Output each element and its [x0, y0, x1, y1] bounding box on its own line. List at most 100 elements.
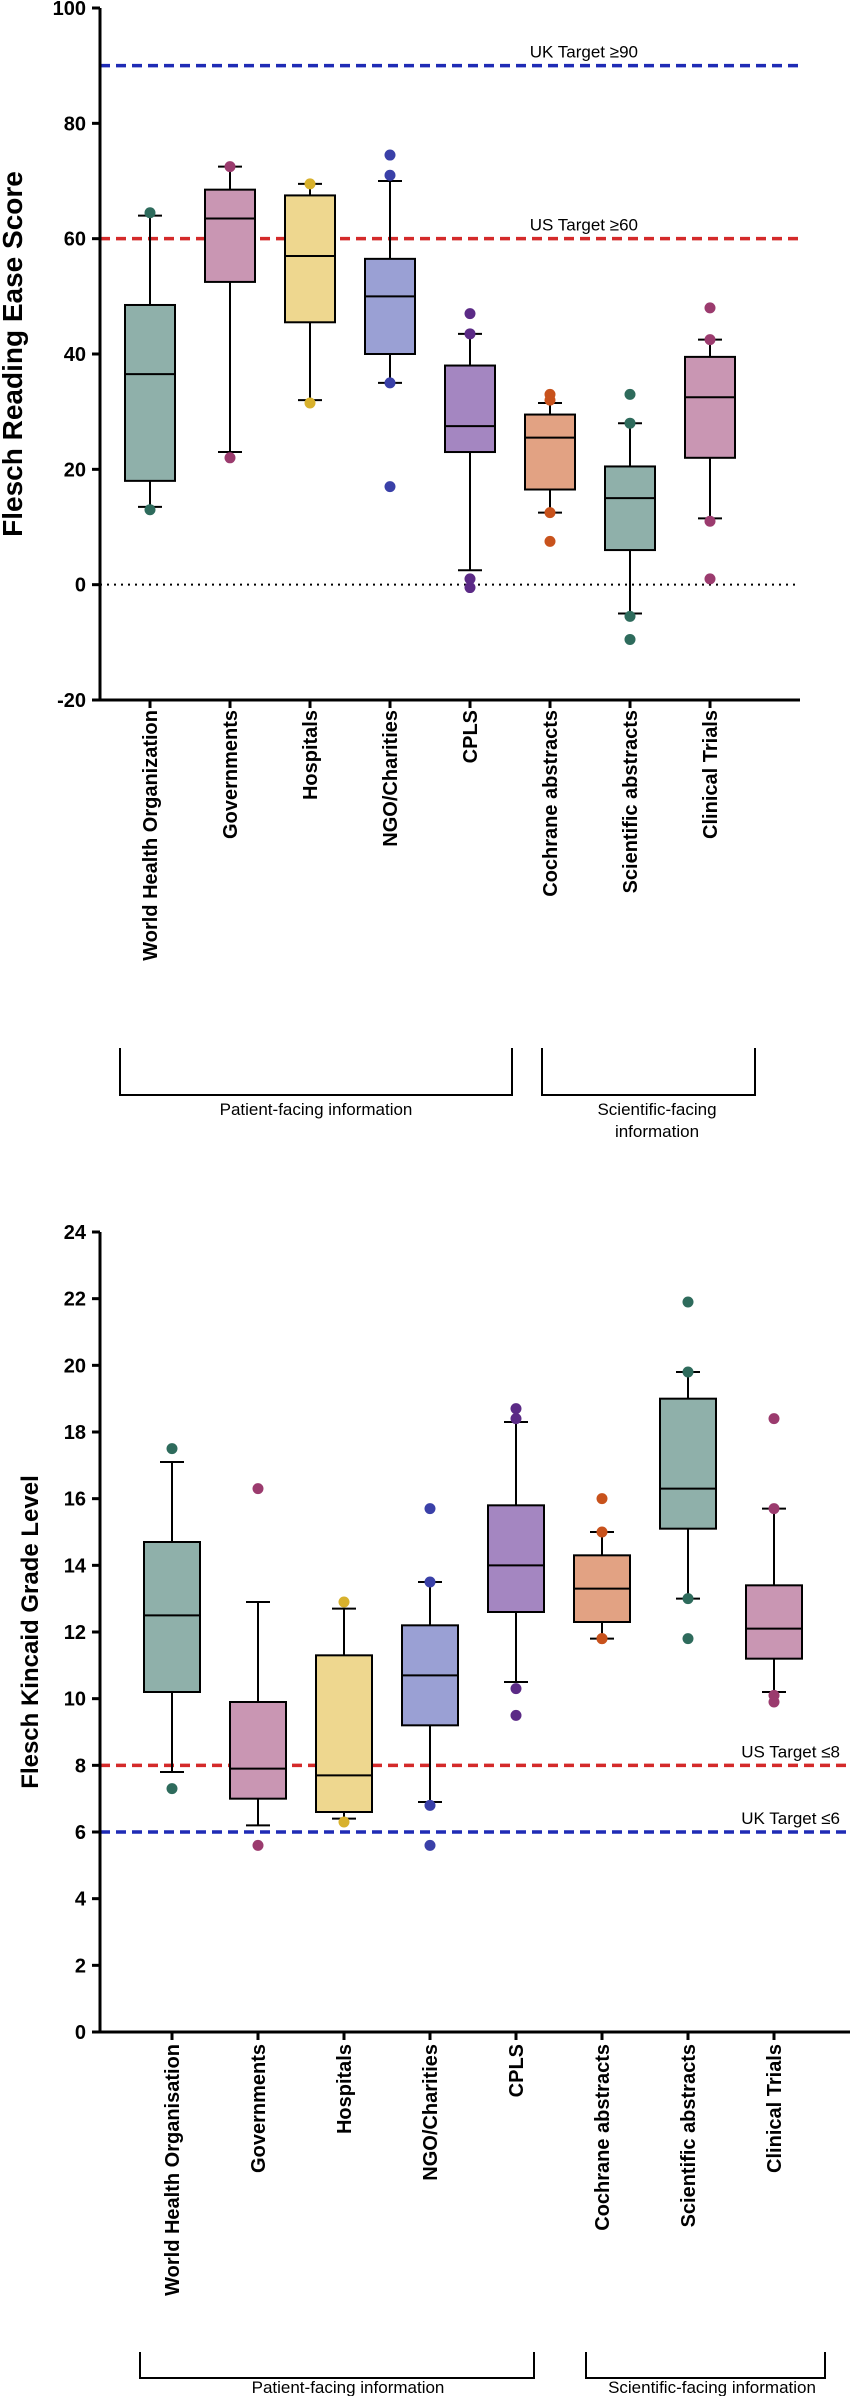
category-label: Clinical Trials: [764, 2044, 786, 2173]
category-label: Governments: [248, 2044, 270, 2173]
outlier-point: [304, 178, 316, 190]
y-tick-label: 22: [64, 1289, 86, 1311]
box-2: [229, 1483, 287, 1851]
group-label: Patient-facing information: [220, 1100, 413, 1119]
box-6: [524, 388, 576, 547]
box-1: [143, 1443, 201, 1795]
outlier-point: [544, 388, 556, 400]
box-body: [659, 1397, 717, 1530]
target-label: US Target ≥60: [530, 216, 638, 235]
y-tick-label: 20: [64, 1355, 86, 1377]
outlier-point: [304, 397, 316, 409]
category-label: World Health Organization: [140, 710, 162, 961]
outlier-point: [682, 1593, 694, 1605]
box-body: [364, 257, 416, 356]
outlier-point: [424, 1839, 436, 1851]
box-4: [364, 149, 416, 493]
target-label: UK Target ≥90: [530, 43, 638, 62]
box-body: [284, 194, 336, 324]
y-tick-label: 8: [75, 1755, 86, 1777]
outlier-point: [704, 573, 716, 585]
chart-2: US Target ≤8UK Target ≤60246810121416182…: [17, 1222, 850, 2396]
box-3: [284, 178, 336, 409]
y-tick-label: 10: [64, 1689, 86, 1711]
box-body: [487, 1504, 545, 1614]
y-tick-label: 20: [64, 459, 86, 481]
box-body: [745, 1584, 803, 1660]
group-bracket: [139, 2352, 535, 2379]
outlier-point: [464, 308, 476, 320]
group-label: Scientific-facing information: [608, 2378, 816, 2396]
outlier-point: [384, 169, 396, 181]
category-label: CPLS: [460, 710, 482, 763]
y-tick-label: 0: [75, 2022, 86, 2044]
box-3: [315, 1596, 373, 1828]
box-body: [684, 355, 736, 459]
outlier-point: [144, 504, 156, 516]
y-tick-label: 40: [64, 344, 86, 366]
category-label: NGO/Charities: [420, 2044, 442, 2181]
outlier-point: [424, 1799, 436, 1811]
outlier-point: [768, 1689, 780, 1701]
outlier-point: [166, 1443, 178, 1455]
box-2: [204, 161, 256, 464]
box-7: [604, 388, 656, 645]
outlier-point: [384, 377, 396, 389]
category-label: World Health Organisation: [162, 2044, 184, 2296]
outlier-point: [624, 388, 636, 400]
box-8: [684, 302, 736, 585]
outlier-point: [596, 1493, 608, 1505]
outlier-point: [682, 1633, 694, 1645]
y-tick-label: 4: [75, 1889, 87, 1911]
box-5: [444, 308, 496, 594]
outlier-point: [768, 1413, 780, 1425]
box-5: [487, 1403, 545, 1721]
box-body: [604, 465, 656, 552]
category-label: NGO/Charities: [380, 710, 402, 847]
outlier-point: [144, 207, 156, 219]
y-tick-label: 14: [64, 1555, 87, 1577]
box-body: [229, 1701, 287, 1800]
y-tick-label: 100: [53, 0, 86, 20]
outlier-point: [544, 507, 556, 519]
outlier-point: [624, 610, 636, 622]
category-label: Governments: [220, 710, 242, 839]
box-6: [573, 1493, 631, 1645]
outlier-point: [464, 573, 476, 585]
box-body: [204, 188, 256, 283]
outlier-point: [424, 1576, 436, 1588]
outlier-point: [596, 1526, 608, 1538]
outlier-point: [682, 1366, 694, 1378]
outlier-point: [704, 334, 716, 346]
outlier-point: [596, 1633, 608, 1645]
outlier-point: [224, 452, 236, 464]
y-tick-label: 0: [75, 575, 86, 597]
box-body: [124, 303, 176, 482]
outlier-point: [224, 161, 236, 173]
outlier-point: [384, 149, 396, 161]
y-tick-label: 6: [75, 1822, 86, 1844]
outlier-point: [768, 1503, 780, 1515]
group-bracket: [585, 2352, 826, 2379]
box-1: [124, 207, 176, 516]
outlier-point: [510, 1403, 522, 1415]
y-tick-label: 60: [64, 229, 86, 251]
y-tick-label: 24: [64, 1222, 87, 1244]
y-axis-title: Flesch Kincaid Grade Level: [17, 1475, 44, 1788]
outlier-point: [544, 535, 556, 547]
y-tick-label: 16: [64, 1489, 86, 1511]
category-label: CPLS: [506, 2044, 528, 2097]
box-8: [745, 1413, 803, 1708]
outlier-point: [682, 1296, 694, 1308]
y-tick-label: 2: [75, 1955, 86, 1977]
outlier-point: [338, 1596, 350, 1608]
box-body: [143, 1541, 201, 1693]
category-label: Hospitals: [334, 2044, 356, 2134]
outlier-point: [704, 515, 716, 527]
y-axis-title: Flesch Reading Ease Score: [0, 171, 28, 537]
box-4: [401, 1503, 459, 1851]
category-label: Cochrane abstracts: [540, 710, 562, 897]
category-label: Clinical Trials: [700, 710, 722, 839]
outlier-point: [384, 481, 396, 493]
